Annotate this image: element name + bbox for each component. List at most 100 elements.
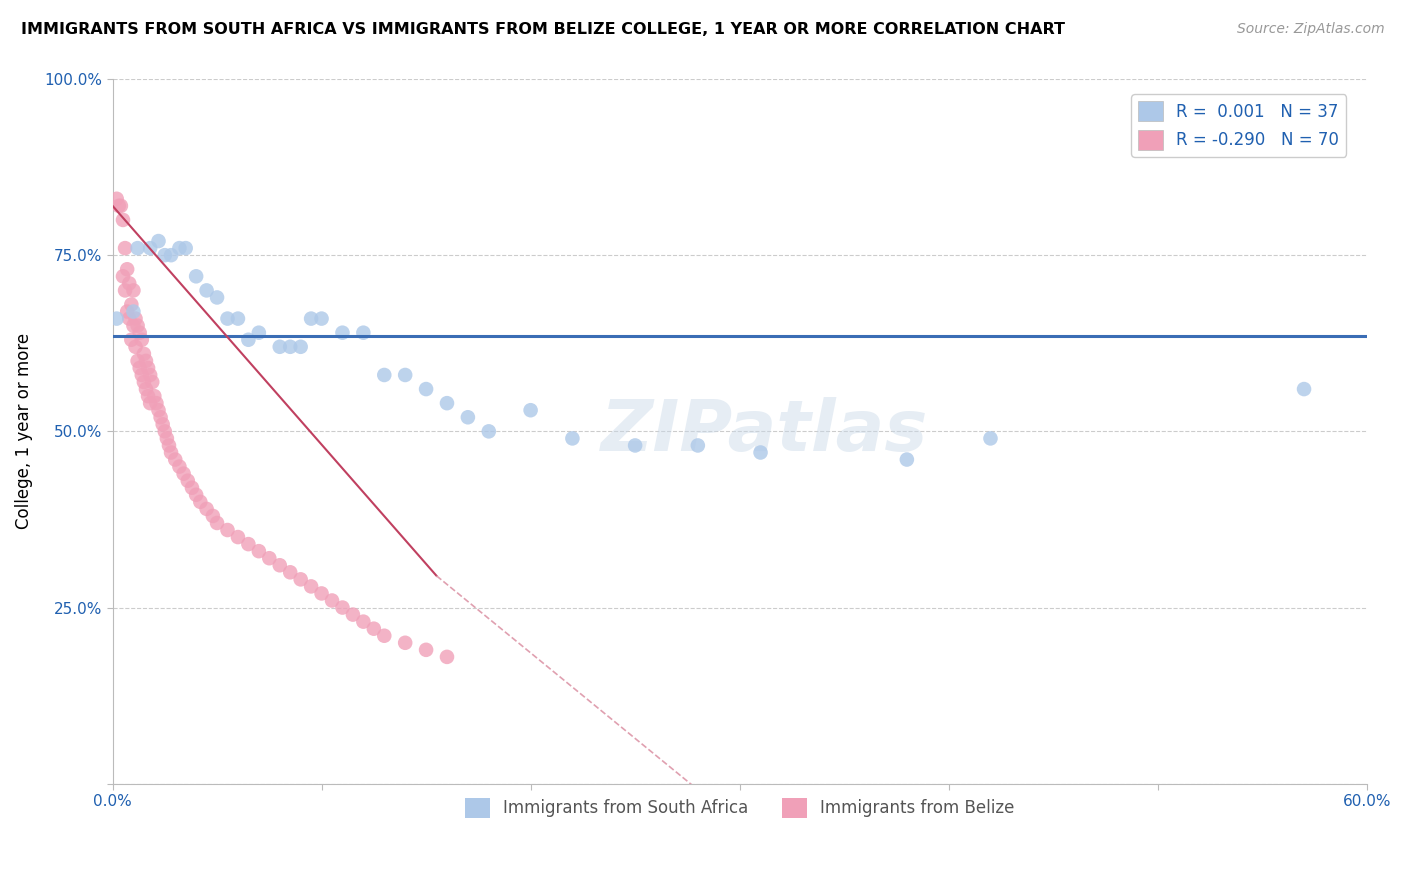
Point	[153, 425, 176, 439]
Point	[145, 396, 167, 410]
Point	[177, 474, 200, 488]
Point	[120, 297, 142, 311]
Point	[749, 445, 772, 459]
Point	[259, 551, 281, 566]
Point	[332, 326, 354, 340]
Point	[457, 410, 479, 425]
Point	[519, 403, 541, 417]
Point	[152, 417, 174, 432]
Point	[169, 241, 191, 255]
Point	[115, 262, 138, 277]
Point	[128, 360, 150, 375]
Point	[238, 537, 260, 551]
Point	[124, 311, 146, 326]
Point	[247, 326, 270, 340]
Point	[156, 431, 179, 445]
Point	[561, 431, 583, 445]
Point	[342, 607, 364, 622]
Point	[352, 326, 374, 340]
Point	[436, 396, 458, 410]
Point	[132, 375, 155, 389]
Point	[290, 340, 312, 354]
Point	[394, 368, 416, 382]
Point	[299, 311, 322, 326]
Point	[169, 459, 191, 474]
Point	[160, 445, 183, 459]
Point	[201, 508, 224, 523]
Point	[128, 326, 150, 340]
Point	[136, 360, 159, 375]
Text: ZIPatlas: ZIPatlas	[600, 397, 928, 466]
Point	[269, 558, 291, 573]
Point	[148, 403, 170, 417]
Point	[269, 340, 291, 354]
Point	[118, 311, 141, 326]
Point	[352, 615, 374, 629]
Point	[110, 199, 132, 213]
Point	[205, 516, 228, 530]
Point	[124, 340, 146, 354]
Point	[114, 284, 136, 298]
Point	[217, 311, 239, 326]
Point	[278, 566, 301, 580]
Text: IMMIGRANTS FROM SOUTH AFRICA VS IMMIGRANTS FROM BELIZE COLLEGE, 1 YEAR OR MORE C: IMMIGRANTS FROM SOUTH AFRICA VS IMMIGRAN…	[21, 22, 1066, 37]
Point	[299, 579, 322, 593]
Point	[686, 438, 709, 452]
Legend: Immigrants from South Africa, Immigrants from Belize: Immigrants from South Africa, Immigrants…	[458, 791, 1021, 825]
Point	[173, 467, 195, 481]
Point	[136, 389, 159, 403]
Point	[148, 234, 170, 248]
Point	[363, 622, 385, 636]
Point	[118, 277, 141, 291]
Point	[111, 269, 134, 284]
Point	[115, 304, 138, 318]
Point	[160, 248, 183, 262]
Point	[624, 438, 647, 452]
Point	[247, 544, 270, 558]
Point	[186, 269, 208, 284]
Point	[139, 396, 162, 410]
Point	[165, 452, 187, 467]
Point	[205, 290, 228, 304]
Point	[149, 410, 172, 425]
Point	[896, 452, 918, 467]
Point	[131, 333, 153, 347]
Point	[132, 347, 155, 361]
Point	[122, 284, 145, 298]
Point	[105, 311, 128, 326]
Point	[217, 523, 239, 537]
Point	[226, 530, 249, 544]
Point	[415, 643, 437, 657]
Point	[195, 501, 218, 516]
Point	[114, 241, 136, 255]
Point	[436, 649, 458, 664]
Point	[1292, 382, 1315, 396]
Point	[373, 368, 395, 382]
Point	[131, 368, 153, 382]
Point	[478, 425, 501, 439]
Point	[105, 192, 128, 206]
Point	[195, 284, 218, 298]
Point	[394, 636, 416, 650]
Point	[311, 311, 333, 326]
Point	[278, 340, 301, 354]
Point	[153, 248, 176, 262]
Text: Source: ZipAtlas.com: Source: ZipAtlas.com	[1237, 22, 1385, 37]
Point	[111, 213, 134, 227]
Y-axis label: College, 1 year or more: College, 1 year or more	[15, 334, 32, 530]
Point	[139, 241, 162, 255]
Point	[174, 241, 197, 255]
Point	[332, 600, 354, 615]
Point	[157, 438, 180, 452]
Point	[127, 318, 149, 333]
Point	[141, 375, 163, 389]
Point	[238, 333, 260, 347]
Point	[135, 382, 157, 396]
Point	[181, 481, 204, 495]
Point	[127, 354, 149, 368]
Point	[321, 593, 343, 607]
Point	[415, 382, 437, 396]
Point	[135, 354, 157, 368]
Point	[186, 488, 208, 502]
Point	[226, 311, 249, 326]
